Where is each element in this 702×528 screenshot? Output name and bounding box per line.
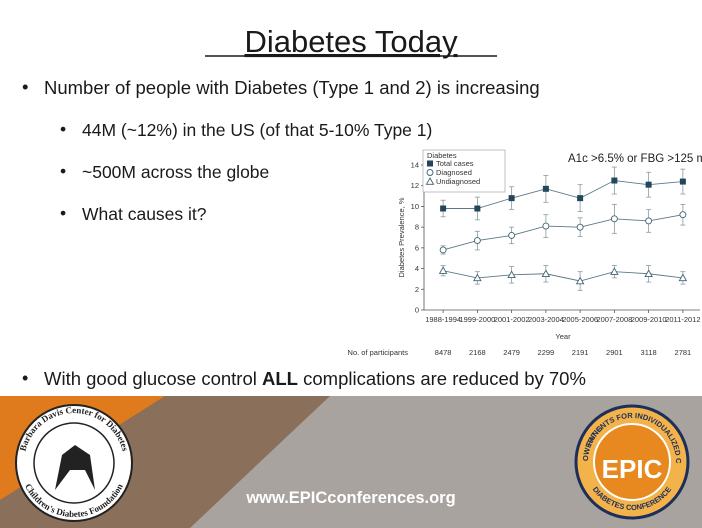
marker [440, 205, 447, 212]
y-axis-label: Diabetes Prevalence, % [397, 197, 406, 277]
marker [610, 215, 618, 223]
footer-url: www.EPICconferences.org [245, 489, 455, 507]
x-tick-label: 1999-2000 [459, 315, 495, 324]
x-tick-label: 2005-2006 [562, 315, 598, 324]
legend-box [422, 149, 506, 193]
legend-marker [426, 169, 434, 176]
series-line [443, 214, 683, 251]
participants-value: 8478 [435, 348, 452, 357]
logo-inner-ring [593, 423, 671, 501]
logo-inner-ring [33, 422, 115, 504]
participants-value: 2781 [675, 348, 692, 357]
marker [508, 231, 516, 239]
bullet-text: Number of people with Diabetes (Type 1 a… [44, 77, 540, 98]
bullet-dot: • [22, 368, 28, 388]
marker [474, 205, 481, 212]
bullet-list: • Number of people with Diabetes (Type 1 … [22, 76, 540, 224]
x-tick-label: 2007-2008 [596, 315, 632, 324]
x-tick-label: 2001-2002 [494, 315, 530, 324]
y-tick-label: 8 [415, 223, 419, 232]
left-logo: Barbara Davis Center for Diabetes Childr… [15, 404, 133, 522]
marker [679, 178, 686, 185]
y-tick-label: 10 [411, 202, 419, 211]
logo-center-text: EPIC [602, 454, 663, 484]
legend-marker [427, 160, 433, 167]
participants-value: 2299 [538, 348, 555, 357]
y-tick-label: 14 [411, 161, 419, 170]
y-tick-label: 4 [415, 264, 419, 273]
emphasis: ALL [262, 368, 298, 389]
marker [542, 222, 550, 230]
bullet-text: What causes it? [82, 204, 207, 224]
x-tick-label: 2009-2010 [631, 315, 667, 324]
text: complications are reduced by 70% [298, 368, 586, 389]
marker [542, 185, 549, 192]
legend-label: Undiagnosed [436, 177, 480, 186]
marker [473, 237, 481, 245]
final-bullet: With good glucose control ALL complicati… [44, 368, 586, 389]
participants-value: 2168 [469, 348, 486, 357]
marker [577, 195, 584, 202]
marker [473, 273, 482, 282]
marker [645, 181, 652, 188]
participants-label: No. of participants [348, 348, 409, 357]
y-tick-label: 12 [411, 181, 419, 190]
legend-marker [425, 177, 435, 185]
bullet-dot: • [60, 161, 66, 181]
y-tick-label: 0 [415, 306, 419, 315]
marker [439, 246, 447, 254]
bullet-dot: • [22, 76, 28, 97]
annotation: A1c >6.5% or FBG >125 mg [568, 153, 702, 165]
marker [610, 267, 619, 275]
legend-title: Diabetes [427, 151, 457, 160]
series-line [443, 270, 683, 282]
legend-label: Total cases [436, 159, 474, 168]
slide-title: Diabetes Today [244, 24, 458, 59]
bullet-dot: • [60, 203, 66, 223]
marker [576, 223, 584, 231]
marker [541, 269, 551, 277]
logo-figure [55, 445, 95, 490]
marker [575, 276, 585, 285]
marker [438, 266, 448, 274]
x-axis-label: Year [555, 332, 571, 341]
x-tick-label: 2003-2004 [528, 315, 564, 324]
marker [645, 217, 653, 225]
marker [611, 177, 618, 184]
y-tick-label: 6 [415, 243, 419, 252]
marker [508, 195, 515, 202]
participants-value: 2191 [572, 348, 589, 357]
bullet-text: 44M (~12%) in the US (of that 5-10% Type… [82, 120, 432, 140]
legend-label: Diagnosed [436, 168, 472, 177]
participants-value: 2901 [606, 348, 623, 357]
participants-value: 3118 [641, 348, 657, 357]
marker [507, 270, 516, 279]
x-tick-label: 2011-2012 [665, 315, 700, 324]
bullet-text: ~500M across the globe [82, 162, 269, 182]
marker [644, 269, 653, 277]
participants-value: 2479 [503, 348, 520, 357]
marker [679, 211, 687, 219]
marker [678, 273, 688, 282]
text: With good glucose control [44, 368, 262, 389]
bullet-dot: • [60, 119, 66, 139]
y-tick-label: 2 [415, 285, 419, 294]
chart: 0 2 4 6 8 10 12 14 Diabetes Prevalence, % 1988-19… [348, 149, 702, 357]
series-line [443, 180, 683, 209]
x-tick-label: 1988-1994 [425, 315, 461, 324]
